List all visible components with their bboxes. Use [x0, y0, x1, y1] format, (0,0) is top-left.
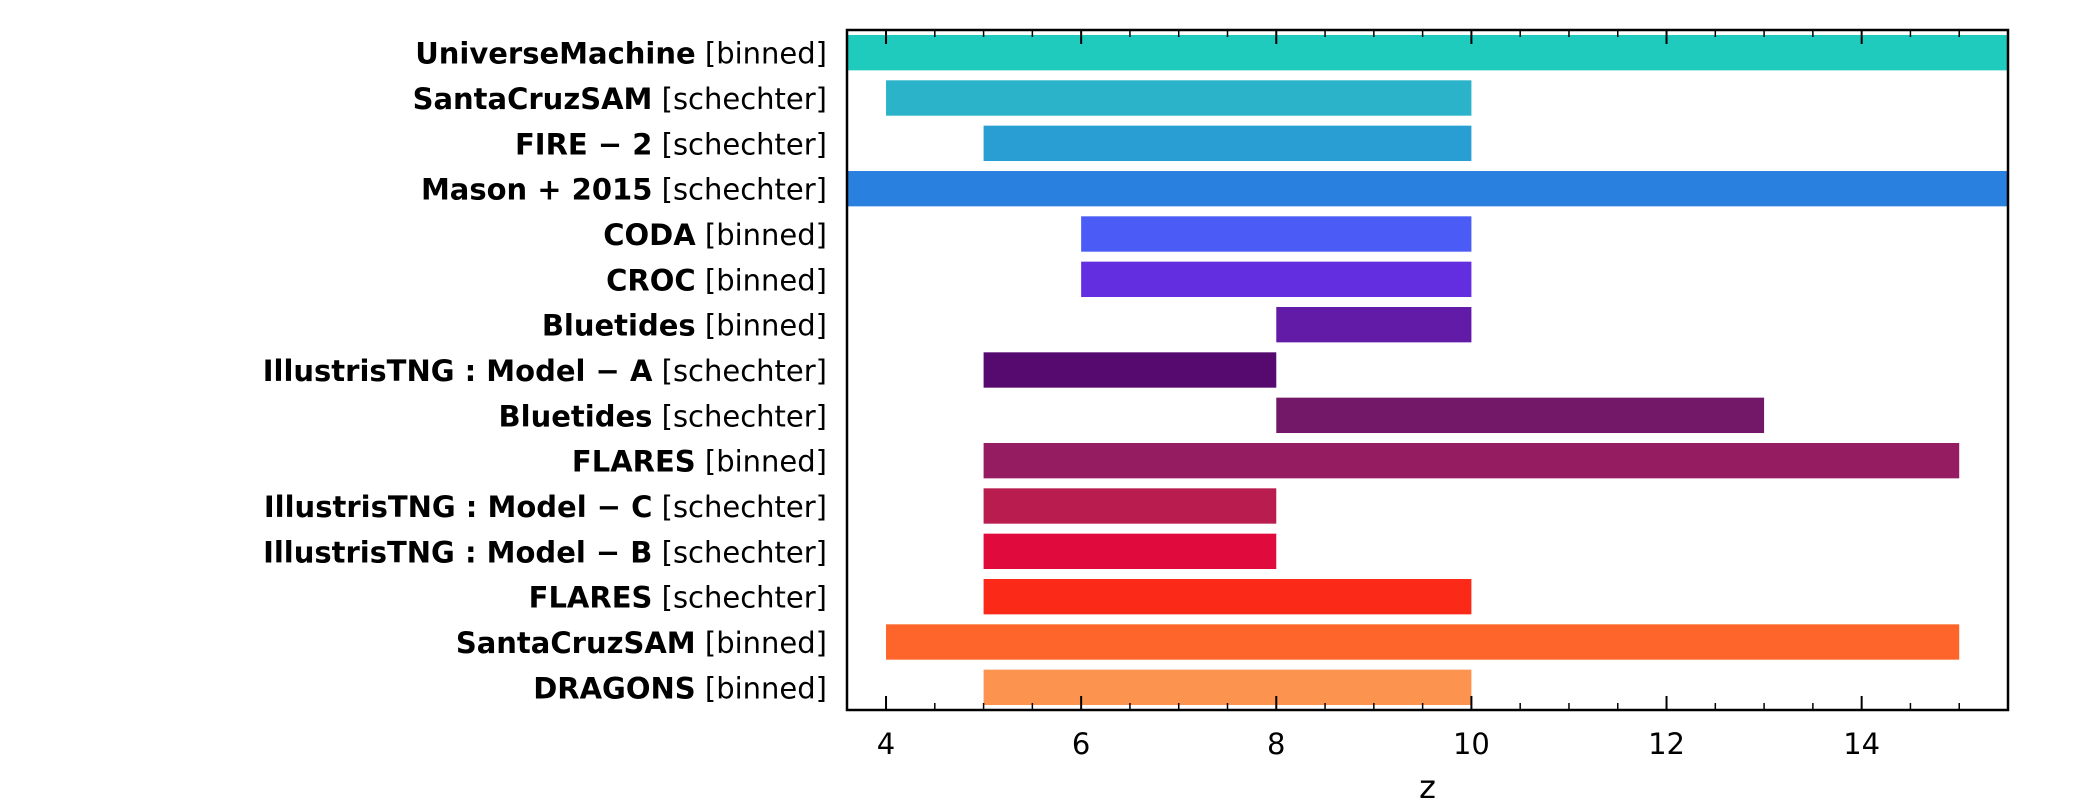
- row-labels-group: UniverseMachine [binned]SantaCruzSAM [sc…: [263, 37, 827, 706]
- row-label-8: Bluetides [schechter]: [499, 399, 827, 433]
- x-ticks-group: 4 6 8 10 12 14: [877, 30, 2009, 761]
- row-label-method: [binned]: [696, 218, 827, 252]
- row-label-name: DRAGONS: [533, 671, 695, 705]
- x-axis-label: z: [1419, 768, 1436, 806]
- row-label-name: FIRE − 2: [515, 127, 652, 161]
- x-tick-label-3: 10: [1453, 727, 1490, 761]
- row-label-name: FLARES: [529, 581, 653, 615]
- bar-0: [847, 34, 2008, 71]
- row-label-method: [binned]: [696, 37, 827, 71]
- bar-14: [983, 669, 1472, 706]
- row-label-10: IllustrisTNG : Model − C [schechter]: [264, 490, 827, 524]
- row-label-name: IllustrisTNG : Model − B: [263, 535, 652, 569]
- row-label-14: DRAGONS [binned]: [533, 671, 827, 705]
- bar-2: [983, 125, 1472, 162]
- bar-4: [1081, 216, 1472, 252]
- x-tick-label-2: 8: [1267, 727, 1285, 761]
- row-label-name: SantaCruzSAM: [413, 82, 653, 116]
- row-label-name: IllustrisTNG : Model − C: [264, 490, 653, 524]
- row-label-name: Bluetides: [499, 399, 653, 433]
- row-label-name: CODA: [603, 218, 696, 252]
- row-label-13: SantaCruzSAM [binned]: [456, 626, 827, 660]
- bar-1: [886, 80, 1472, 116]
- bar-6: [1276, 306, 1472, 343]
- row-label-method: [binned]: [696, 309, 827, 343]
- row-label-method: [binned]: [696, 445, 827, 479]
- row-label-method: [binned]: [696, 626, 827, 660]
- row-label-method: [schechter]: [652, 82, 827, 116]
- row-label-name: CROC: [606, 263, 696, 297]
- bar-9: [983, 442, 1960, 479]
- row-label-name: Mason + 2015: [421, 173, 652, 207]
- row-label-method: [schechter]: [652, 535, 827, 569]
- x-tick-label-0: 4: [877, 727, 895, 761]
- x-tick-label-5: 14: [1843, 727, 1880, 761]
- bar-5: [1081, 261, 1472, 298]
- bars-group: [847, 34, 2008, 706]
- row-label-method: [schechter]: [652, 354, 827, 388]
- row-label-name: SantaCruzSAM: [456, 626, 696, 660]
- row-label-1: SantaCruzSAM [schechter]: [413, 82, 827, 116]
- row-label-method: [binned]: [696, 671, 827, 705]
- bar-7: [983, 352, 1277, 388]
- row-label-12: FLARES [schechter]: [529, 581, 827, 615]
- row-label-method: [binned]: [696, 263, 827, 297]
- row-label-name: UniverseMachine: [415, 37, 695, 71]
- row-label-method: [schechter]: [652, 399, 827, 433]
- bar-8: [1276, 397, 1765, 434]
- row-label-name: FLARES: [572, 445, 696, 479]
- row-label-method: [schechter]: [652, 127, 827, 161]
- row-label-6: Bluetides [binned]: [542, 309, 827, 343]
- bar-13: [886, 624, 1960, 660]
- row-label-method: [schechter]: [652, 581, 827, 615]
- bar-10: [983, 488, 1277, 524]
- bar-12: [983, 578, 1472, 615]
- row-label-0: UniverseMachine [binned]: [415, 37, 827, 71]
- plot-frame: [845, 28, 2010, 712]
- row-label-method: [schechter]: [652, 490, 827, 524]
- bar-3: [847, 170, 2008, 207]
- row-label-9: FLARES [binned]: [572, 445, 827, 479]
- row-label-method: [schechter]: [652, 173, 827, 207]
- row-label-3: Mason + 2015 [schechter]: [421, 173, 827, 207]
- row-label-4: CODA [binned]: [603, 218, 827, 252]
- row-label-11: IllustrisTNG : Model − B [schechter]: [263, 535, 827, 569]
- row-label-7: IllustrisTNG : Model − A [schechter]: [263, 354, 827, 388]
- row-label-5: CROC [binned]: [606, 263, 827, 297]
- row-label-name: Bluetides: [542, 309, 696, 343]
- x-tick-label-1: 6: [1072, 727, 1090, 761]
- row-label-2: FIRE − 2 [schechter]: [515, 127, 827, 161]
- x-tick-label-4: 12: [1648, 727, 1685, 761]
- bar-11: [983, 533, 1277, 570]
- row-label-name: IllustrisTNG : Model − A: [263, 354, 653, 388]
